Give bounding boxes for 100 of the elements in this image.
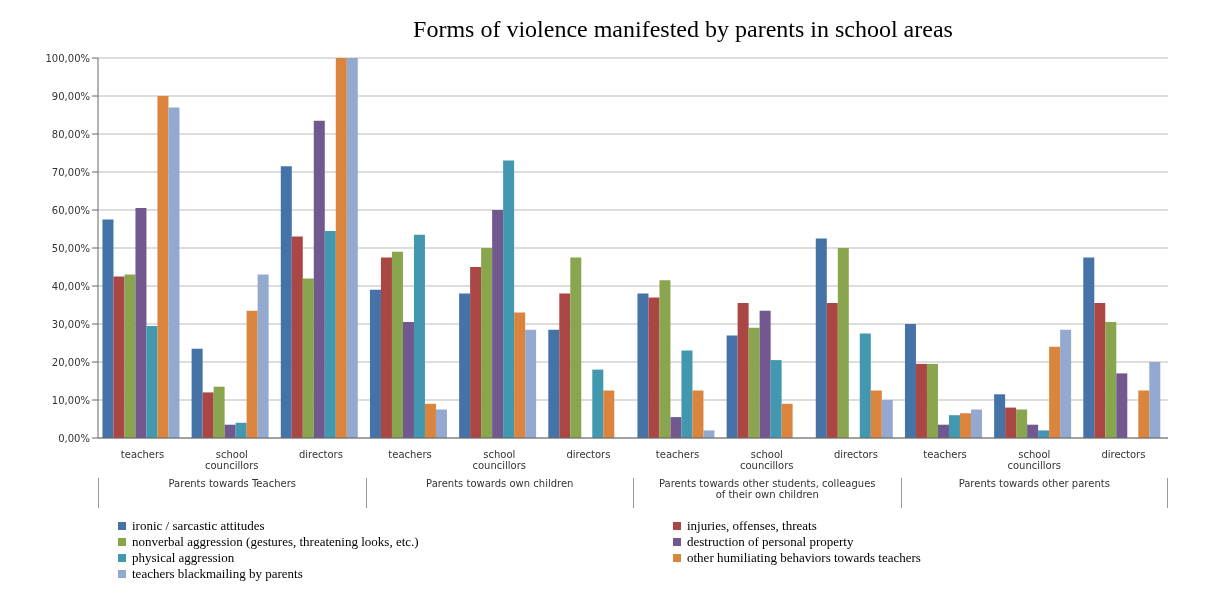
- bar: [703, 430, 715, 438]
- y-tick-label: 70,00%: [51, 166, 90, 178]
- bar: [324, 230, 336, 438]
- x-tick-label: school councillors: [204, 449, 259, 471]
- bar: [335, 58, 347, 438]
- bar: [815, 238, 827, 438]
- bar: [837, 248, 849, 438]
- y-tick-label: 100,00%: [45, 52, 90, 64]
- bar: [781, 403, 793, 438]
- x-tick-label: teachers: [655, 449, 700, 460]
- x-tick-label: school councillors: [472, 449, 527, 471]
- bar: [435, 409, 447, 438]
- bar: [257, 274, 269, 438]
- y-tick-label: 10,00%: [51, 394, 90, 406]
- bar: [948, 415, 960, 438]
- bar: [592, 369, 604, 438]
- bar: [759, 310, 771, 438]
- bar: [246, 310, 258, 438]
- bar: [670, 417, 682, 438]
- bar: [748, 327, 760, 438]
- bar: [302, 278, 314, 438]
- bar: [994, 394, 1006, 438]
- bar: [1060, 329, 1072, 438]
- x-tick-label: teachers: [120, 449, 165, 460]
- x-tick-label: directors: [298, 449, 343, 460]
- text: Parents towards own children: [365, 478, 633, 508]
- bar: [213, 386, 225, 438]
- legend-label: destruction of personal property: [687, 534, 854, 550]
- bar: [235, 422, 247, 438]
- legend-label: other humiliating behaviors towards teachers: [687, 550, 921, 566]
- bar: [692, 390, 704, 438]
- bar: [1038, 430, 1050, 438]
- bar: [525, 329, 537, 438]
- bar: [135, 208, 147, 438]
- legend-label: ironic / sarcastic attitudes: [132, 518, 265, 534]
- bar: [559, 293, 571, 438]
- bar: [904, 324, 916, 438]
- bar: [157, 96, 169, 438]
- chart-title: Forms of violence manifested by parents in school areas: [412, 16, 954, 43]
- bar: [102, 219, 114, 438]
- bar: [391, 251, 403, 438]
- bar: [146, 325, 158, 438]
- x-tick-label: directors: [566, 449, 611, 460]
- x-tick-label: school councillors: [739, 449, 794, 471]
- bar: [659, 280, 671, 438]
- x-tick-label: teachers: [388, 449, 432, 460]
- bar: [481, 248, 493, 438]
- bar: [191, 348, 203, 438]
- bar: [726, 335, 738, 438]
- text: Parents towards Teachers: [98, 478, 366, 508]
- bar: [1116, 373, 1128, 438]
- bar: [915, 363, 927, 438]
- y-tick-label: 40,00%: [51, 280, 90, 292]
- y-tick-label: 0,00%: [58, 432, 90, 444]
- y-tick-label: 90,00%: [51, 90, 90, 102]
- legend-label: teachers blackmailing by parents: [132, 566, 303, 582]
- bar: [346, 58, 358, 438]
- bar: [826, 303, 838, 438]
- bar: [1138, 390, 1150, 438]
- bar: [970, 409, 982, 438]
- y-tick-label: 50,00%: [51, 242, 90, 254]
- legend-label: nonverbal aggression (gestures, threatening looks, etc.): [132, 534, 419, 550]
- bar: [124, 274, 136, 438]
- legend-label: injuries, offenses, threats: [687, 518, 817, 534]
- bar: [459, 293, 471, 438]
- bar: [202, 392, 214, 438]
- bar: [492, 210, 504, 438]
- bar: [770, 360, 782, 438]
- x-tick-label: teachers: [923, 449, 967, 460]
- text: Parents towards other students, colleagues of their own children: [633, 478, 901, 508]
- bar: [280, 166, 292, 438]
- bar: [503, 160, 515, 438]
- bar: [424, 403, 436, 438]
- bar: [637, 293, 649, 438]
- bar: [1094, 303, 1106, 438]
- bar: [113, 276, 125, 438]
- legend-label: physical aggression: [132, 550, 235, 566]
- bar: [548, 329, 560, 438]
- y-tick-label: 60,00%: [51, 204, 90, 216]
- bar: [168, 107, 180, 438]
- bar: [224, 424, 236, 438]
- x-tick-label: directors: [1101, 449, 1146, 460]
- bar: [648, 297, 660, 438]
- y-tick-label: 80,00%: [51, 128, 90, 140]
- bar: [881, 400, 893, 438]
- bar: [1016, 409, 1028, 438]
- bar: [870, 390, 882, 438]
- bar: [1105, 322, 1117, 438]
- bar: [737, 303, 749, 438]
- bar: [402, 322, 414, 438]
- bar: [603, 390, 615, 438]
- y-tick-label: 30,00%: [51, 318, 90, 330]
- bar: [1005, 407, 1017, 438]
- bar: [369, 289, 381, 438]
- bar: [926, 363, 938, 438]
- bar: [859, 333, 871, 438]
- text: Parents towards other parents: [900, 478, 1168, 508]
- bar: [313, 120, 325, 438]
- bar: [380, 257, 392, 438]
- x-tick-label: directors: [833, 449, 878, 460]
